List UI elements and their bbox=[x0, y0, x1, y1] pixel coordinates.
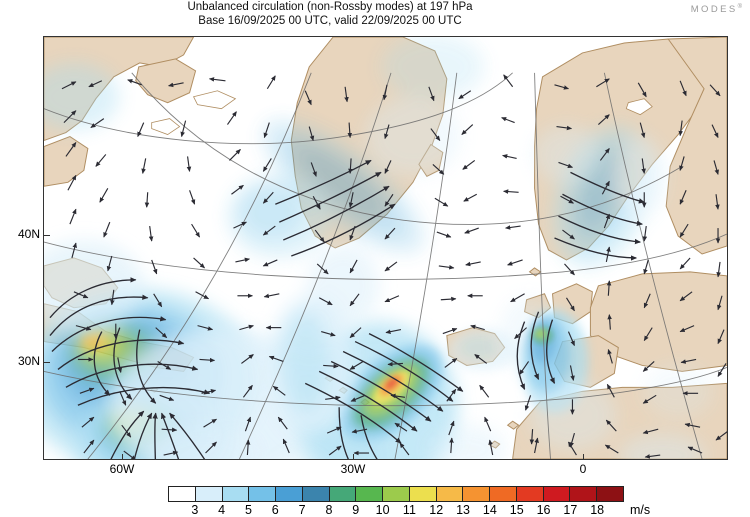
tick-40n bbox=[44, 235, 50, 236]
colorbar-segment-2 bbox=[222, 487, 250, 501]
axis-label-30w: 30W bbox=[340, 462, 366, 476]
colorbar-segment-12 bbox=[490, 487, 517, 501]
map-canvas bbox=[44, 37, 727, 459]
graticule-parallel-40N bbox=[44, 233, 727, 280]
graticule-meridian-45W bbox=[239, 72, 392, 459]
colorbar-tick-9: 9 bbox=[352, 503, 360, 517]
modes-logo-mark: ® bbox=[737, 4, 742, 10]
page-title: Unbalanced circulation (non-Rossby modes… bbox=[187, 1, 473, 13]
lake-2 bbox=[151, 118, 181, 135]
colorbar-tick-12: 12 bbox=[429, 503, 444, 517]
colorbar-segment-6 bbox=[329, 487, 357, 501]
graticule-parallel-50N-arc bbox=[131, 72, 683, 225]
colorbar-tick-3: 3 bbox=[191, 503, 199, 517]
graticule bbox=[44, 72, 727, 459]
graticule-meridian-30W bbox=[394, 72, 458, 459]
tick-60w bbox=[122, 454, 123, 460]
modes-logo: MODES® bbox=[691, 4, 742, 15]
axis-label-40n: 40N bbox=[17, 227, 40, 241]
colorbar-tick-5: 5 bbox=[244, 503, 252, 517]
axis-label-30n: 30N bbox=[17, 354, 40, 368]
colorbar-segment-7 bbox=[356, 487, 384, 501]
modes-logo-text: MODES bbox=[690, 4, 738, 16]
map-plot-area[interactable] bbox=[43, 36, 728, 460]
shading-misc-patches bbox=[44, 62, 707, 459]
colorbar[interactable] bbox=[168, 486, 624, 502]
colorbar-segment-3 bbox=[249, 487, 277, 501]
colorbar-tick-8: 8 bbox=[325, 503, 333, 517]
colorbar-segment-10 bbox=[436, 487, 464, 501]
colorbar-segment-8 bbox=[383, 487, 410, 501]
colorbar-segment-14 bbox=[543, 487, 571, 501]
colorbar-units-label: m/s bbox=[630, 503, 651, 517]
graticule-meridian-15W bbox=[534, 72, 551, 459]
graticule-parallel-30N bbox=[44, 367, 727, 407]
shading-iberia-core bbox=[531, 326, 554, 345]
colorbar-tick-4: 4 bbox=[218, 503, 226, 517]
colorbar-segment-5 bbox=[302, 487, 330, 501]
colorbar-tick-10: 10 bbox=[375, 503, 390, 517]
shading-greenland-band bbox=[261, 118, 425, 254]
colorbar-segment-13 bbox=[516, 487, 544, 501]
graticule-meridian-0 bbox=[603, 72, 703, 459]
colorbar-tick-13: 13 bbox=[456, 503, 470, 517]
colorbar-segment-9 bbox=[409, 487, 437, 501]
colorbar-segment-0 bbox=[169, 487, 196, 501]
colorbar-segment-11 bbox=[463, 487, 491, 501]
colorbar-segment-4 bbox=[276, 487, 303, 501]
land-madeira bbox=[506, 420, 520, 430]
lake-1 bbox=[192, 90, 237, 110]
graticule-parallel-60N bbox=[44, 72, 513, 144]
colorbar-tick-16: 16 bbox=[536, 503, 551, 517]
colorbar-tick-15: 15 bbox=[509, 503, 524, 517]
axis-label-0: 0 bbox=[579, 462, 587, 476]
chart-subtitle: Base 16/09/2025 00 UTC, valid 22/09/2025… bbox=[198, 14, 462, 27]
colorbar-segment-15 bbox=[570, 487, 598, 501]
chart-title-block: Unbalanced circulation (non-Rossby modes… bbox=[0, 1, 660, 28]
axis-label-60w: 60W bbox=[109, 462, 135, 476]
colorbar-segment-16 bbox=[597, 487, 624, 501]
tick-30w bbox=[353, 454, 354, 460]
colorbar-tick-6: 6 bbox=[271, 503, 279, 517]
colorbar-tick-labels: 3 4 5 6 7 8 9 10 11 12 13 14 15 16 17 18 bbox=[168, 503, 624, 517]
colorbar-tick-11: 11 bbox=[402, 503, 416, 517]
lake-3 bbox=[625, 98, 653, 116]
tick-30n bbox=[44, 362, 50, 363]
strong-flow-arrows bbox=[49, 159, 645, 459]
shading-southwest-core bbox=[81, 333, 106, 350]
land-labrador bbox=[44, 135, 89, 187]
colorbar-tick-14: 14 bbox=[482, 503, 497, 517]
tick-0 bbox=[583, 454, 584, 460]
colorbar-segment-1 bbox=[195, 487, 223, 501]
shading-greenland-north bbox=[365, 37, 485, 177]
colorbar-tick-7: 7 bbox=[298, 503, 306, 517]
colorbar-tick-17: 17 bbox=[563, 503, 578, 517]
colorbar-tick-18: 18 bbox=[590, 503, 605, 517]
